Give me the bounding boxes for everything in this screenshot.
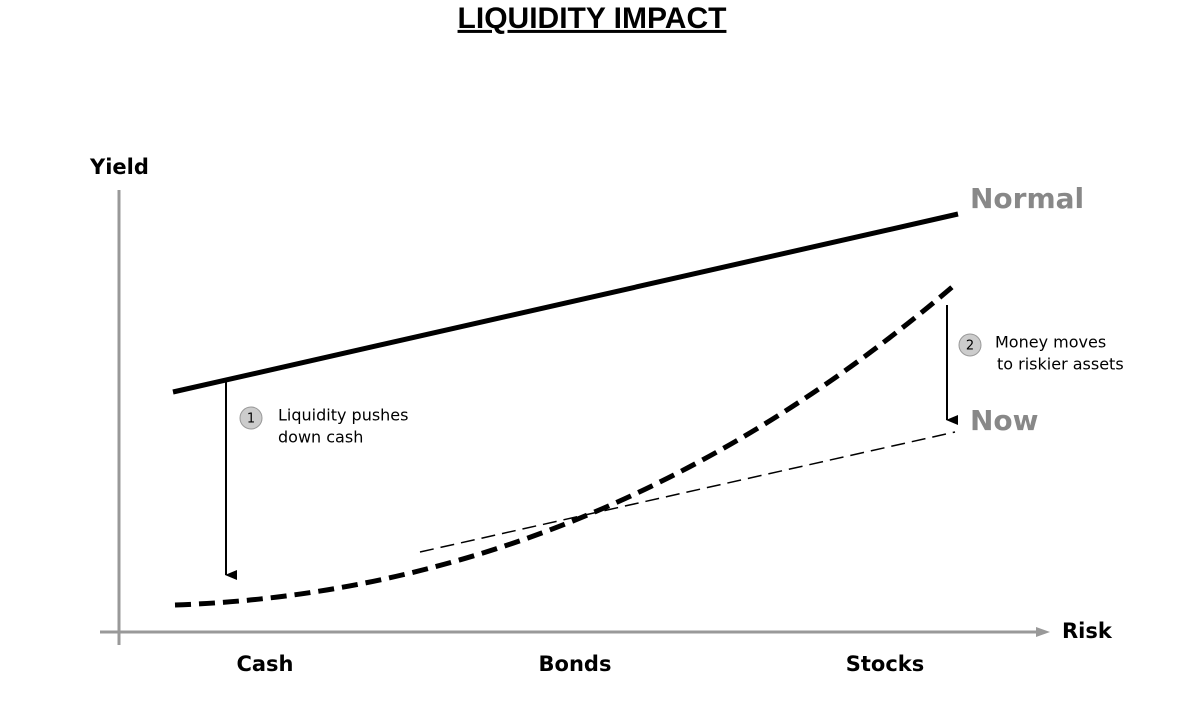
x-axis-arrow xyxy=(1036,627,1050,637)
annotation-number: 2 xyxy=(966,339,974,354)
annotation-text: Liquidity pushes xyxy=(278,406,408,425)
annotation-badge xyxy=(239,406,263,430)
annotation-text: to riskier assets xyxy=(997,355,1124,374)
category-label: Cash xyxy=(236,652,293,676)
annotation-text: Money moves xyxy=(995,333,1106,352)
annotation-text: down cash xyxy=(278,428,363,447)
normal-label: Normal xyxy=(970,182,1084,215)
prior-trend-line xyxy=(419,431,956,553)
category-label: Bonds xyxy=(539,652,612,676)
title: LIQUIDITY IMPACT xyxy=(458,2,727,35)
now-label: Now xyxy=(970,404,1039,437)
category-label: Stocks xyxy=(846,652,925,676)
x-axis-label: Risk xyxy=(1062,619,1113,643)
annotation-badge xyxy=(958,333,982,357)
now-curve xyxy=(174,280,960,608)
normal-curve xyxy=(172,211,959,395)
y-axis-label: Yield xyxy=(89,155,149,179)
annotation-number: 1 xyxy=(247,412,255,427)
